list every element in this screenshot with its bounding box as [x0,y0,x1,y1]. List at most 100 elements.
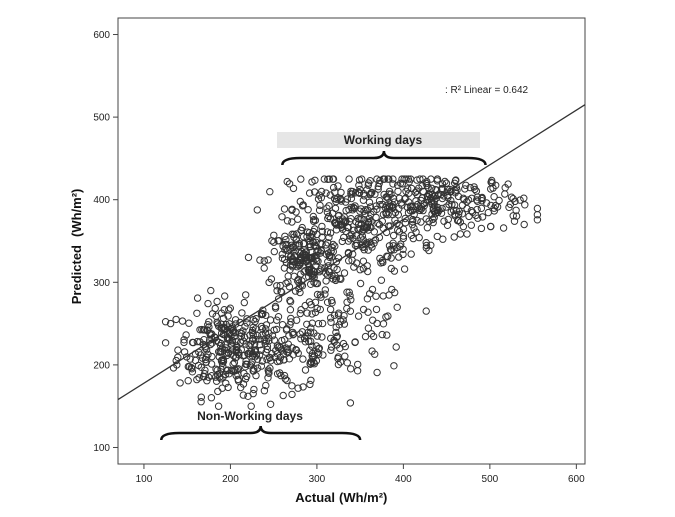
data-point [307,280,315,288]
data-point [316,291,324,299]
data-point [217,375,225,383]
data-point [389,175,397,183]
data-point [237,332,246,340]
data-point [324,239,332,247]
data-point [349,203,358,212]
data-point [288,390,296,399]
data-point [404,185,412,193]
data-point [389,180,397,188]
data-point [180,336,188,344]
data-point [339,339,348,348]
data-point [429,218,437,227]
y-tick-label: 100 [93,443,110,454]
data-point [520,220,528,229]
data-point [390,362,398,370]
data-point [373,205,381,214]
data-point [311,298,320,306]
data-point [318,222,326,231]
data-point [261,329,270,337]
data-point [260,387,269,395]
data-point [389,231,398,240]
data-point [472,211,480,220]
data-point [423,224,432,232]
data-point [334,311,343,319]
data-point [478,197,486,205]
data-point [297,175,305,183]
data-point [337,275,345,283]
data-point [399,232,408,240]
data-point [283,376,291,385]
data-point [487,222,495,231]
data-point [262,348,270,356]
data-point [239,391,248,399]
data-point [356,185,364,194]
data-point [408,203,416,211]
data-point [213,297,221,306]
data-point [330,311,339,319]
data-point [495,196,503,205]
data-points [161,175,542,410]
data-point [207,394,216,402]
data-point [377,276,386,284]
data-point [438,204,446,213]
data-point [242,291,250,299]
data-point [270,238,278,246]
data-point [230,358,239,367]
data-point [509,212,517,220]
data-point [369,332,378,341]
data-point [387,264,395,273]
data-point [305,189,314,197]
data-point [218,384,226,392]
data-point [406,206,414,215]
data-point [301,366,310,374]
data-point [195,374,203,382]
data-point [301,301,309,310]
data-point [294,349,302,357]
data-point [329,175,337,183]
data-point [345,175,353,183]
data-point [330,336,338,344]
data-point [402,187,410,196]
data-point [394,187,402,196]
data-point [242,357,250,365]
data-point [251,317,259,326]
x-axis-title: Actual [295,490,335,505]
data-point [437,209,446,217]
data-point [393,243,401,252]
data-point [176,379,184,387]
data-point [229,352,238,360]
data-point [215,348,223,356]
data-point [282,244,290,253]
data-point [332,195,341,203]
data-point [385,203,394,211]
data-point [314,247,322,255]
data-point [441,177,449,186]
data-point [343,288,351,296]
data-point [363,186,371,194]
data-point [348,190,356,198]
data-point [243,372,251,381]
data-point [331,272,339,280]
data-point [371,350,379,358]
data-point [332,258,341,266]
data-point [238,309,246,317]
data-point [355,189,364,198]
data-point [251,346,260,354]
data-point [311,308,320,317]
data-point [310,241,318,249]
y-tick-label: 500 [93,113,110,124]
data-point [241,363,250,371]
data-point [184,377,192,385]
data-point [355,176,364,184]
data-point [351,202,359,210]
data-point [274,313,283,321]
data-point [359,225,367,234]
data-point [262,381,270,390]
data-point [490,204,498,212]
data-point [266,353,274,362]
data-point [297,306,305,314]
data-point [289,331,297,339]
data-point [268,237,276,245]
data-point [505,203,513,212]
data-point [334,194,342,202]
